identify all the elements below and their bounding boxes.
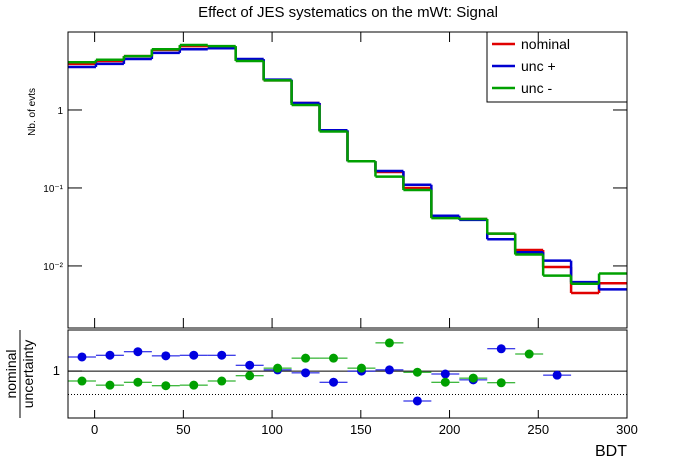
ratio-point <box>133 377 143 387</box>
ratio-point <box>468 373 478 383</box>
legend-label: unc - <box>521 80 552 96</box>
legend-label: unc + <box>521 58 556 74</box>
legend-label: nominal <box>521 36 570 52</box>
ratio-point <box>161 351 171 361</box>
x-tick-label: 50 <box>176 422 190 437</box>
ratio-point <box>105 350 115 360</box>
ratio-point <box>384 365 394 375</box>
x-tick-label: 0 <box>91 422 98 437</box>
ratio-point <box>552 370 562 380</box>
ratio-point <box>133 347 143 357</box>
y-axis-label: Nb. of evts <box>27 88 38 136</box>
ratio-label-top: nominal <box>3 349 19 398</box>
ratio-point <box>217 350 227 360</box>
x-axis-label: BDT <box>595 443 627 460</box>
x-tick-label: 100 <box>261 422 283 437</box>
ratio-point <box>301 353 311 363</box>
plot-frame <box>67 31 628 329</box>
x-tick-label: 150 <box>350 422 372 437</box>
ratio-point <box>329 353 339 363</box>
ratio-point <box>384 338 394 348</box>
ratio-point <box>496 378 506 388</box>
ratio-point <box>524 349 534 359</box>
ratio-point <box>105 380 115 390</box>
ratio-point <box>301 368 311 378</box>
ratio-point <box>245 360 255 370</box>
plot-frame <box>67 329 628 419</box>
ratio-point <box>161 381 171 391</box>
series <box>68 43 627 286</box>
x-tick-label: 200 <box>439 422 461 437</box>
ratio-point <box>329 377 339 387</box>
ratio-point <box>356 363 366 373</box>
x-tick-label: 300 <box>616 422 638 437</box>
ratio-point <box>189 350 199 360</box>
y-tick-label: 1 <box>53 363 60 378</box>
chart-title: Effect of JES systematics on the mWt: Si… <box>198 4 498 21</box>
ratio-point <box>217 376 227 386</box>
ratio-point <box>440 369 450 379</box>
ratio-point <box>496 344 506 354</box>
ratio-label-bottom: uncertainty <box>20 340 36 408</box>
x-tick-label: 250 <box>527 422 549 437</box>
ratio-point <box>412 367 422 377</box>
ratio-point <box>77 376 87 386</box>
y-tick-label: 1 <box>57 106 63 117</box>
ratio-point <box>189 380 199 390</box>
ratio-point <box>245 371 255 381</box>
y-tick-label: 10⁻¹ <box>43 184 63 195</box>
ratio-point <box>77 352 87 362</box>
ratio-point <box>412 396 422 406</box>
ratio-point <box>440 377 450 387</box>
ratio-point <box>273 363 283 373</box>
y-tick-label: 10⁻² <box>43 262 63 273</box>
